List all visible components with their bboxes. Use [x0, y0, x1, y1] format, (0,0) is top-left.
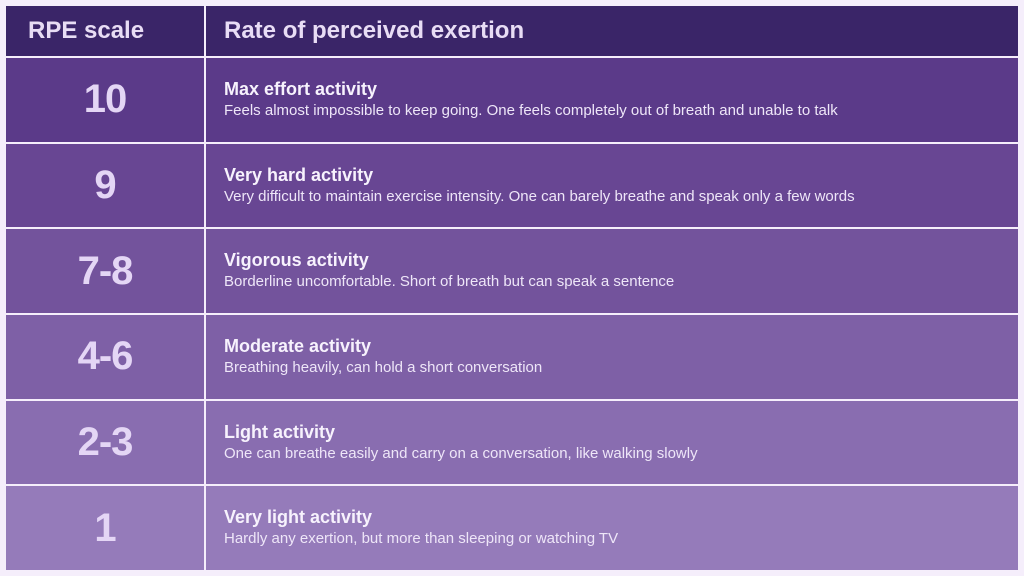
scale-value: 2-3 — [6, 401, 206, 485]
table-row: 7-8 Vigorous activity Borderline uncomfo… — [6, 227, 1018, 313]
row-desc: Vigorous activity Borderline uncomfortab… — [206, 229, 1018, 313]
activity-title: Vigorous activity — [224, 250, 1000, 271]
table-body: 10 Max effort activity Feels almost impo… — [6, 56, 1018, 570]
scale-value: 1 — [6, 486, 206, 570]
activity-body: Feels almost impossible to keep going. O… — [224, 102, 984, 121]
row-desc: Max effort activity Feels almost impossi… — [206, 58, 1018, 142]
row-desc: Very light activity Hardly any exertion,… — [206, 486, 1018, 570]
activity-body: Breathing heavily, can hold a short conv… — [224, 359, 984, 378]
activity-body: One can breathe easily and carry on a co… — [224, 445, 984, 464]
activity-title: Very hard activity — [224, 165, 1000, 186]
header-col-desc: Rate of perceived exertion — [206, 17, 1018, 45]
activity-title: Light activity — [224, 422, 1000, 443]
scale-value: 7-8 — [6, 229, 206, 313]
activity-title: Moderate activity — [224, 336, 1000, 357]
row-desc: Moderate activity Breathing heavily, can… — [206, 315, 1018, 399]
header-col-scale: RPE scale — [6, 6, 206, 56]
activity-body: Very difficult to maintain exercise inte… — [224, 188, 984, 207]
table-header: RPE scale Rate of perceived exertion — [6, 6, 1018, 56]
rpe-table: RPE scale Rate of perceived exertion 10 … — [6, 6, 1018, 570]
scale-value: 9 — [6, 144, 206, 228]
table-row: 2-3 Light activity One can breathe easil… — [6, 399, 1018, 485]
row-desc: Light activity One can breathe easily an… — [206, 401, 1018, 485]
table-row: 10 Max effort activity Feels almost impo… — [6, 56, 1018, 142]
scale-value: 4-6 — [6, 315, 206, 399]
activity-body: Hardly any exertion, but more than sleep… — [224, 530, 984, 549]
rpe-table-frame: RPE scale Rate of perceived exertion 10 … — [0, 0, 1024, 576]
activity-title: Max effort activity — [224, 79, 1000, 100]
table-row: 1 Very light activity Hardly any exertio… — [6, 484, 1018, 570]
row-desc: Very hard activity Very difficult to mai… — [206, 144, 1018, 228]
scale-value: 10 — [6, 58, 206, 142]
table-row: 9 Very hard activity Very difficult to m… — [6, 142, 1018, 228]
table-row: 4-6 Moderate activity Breathing heavily,… — [6, 313, 1018, 399]
activity-body: Borderline uncomfortable. Short of breat… — [224, 273, 984, 292]
activity-title: Very light activity — [224, 507, 1000, 528]
